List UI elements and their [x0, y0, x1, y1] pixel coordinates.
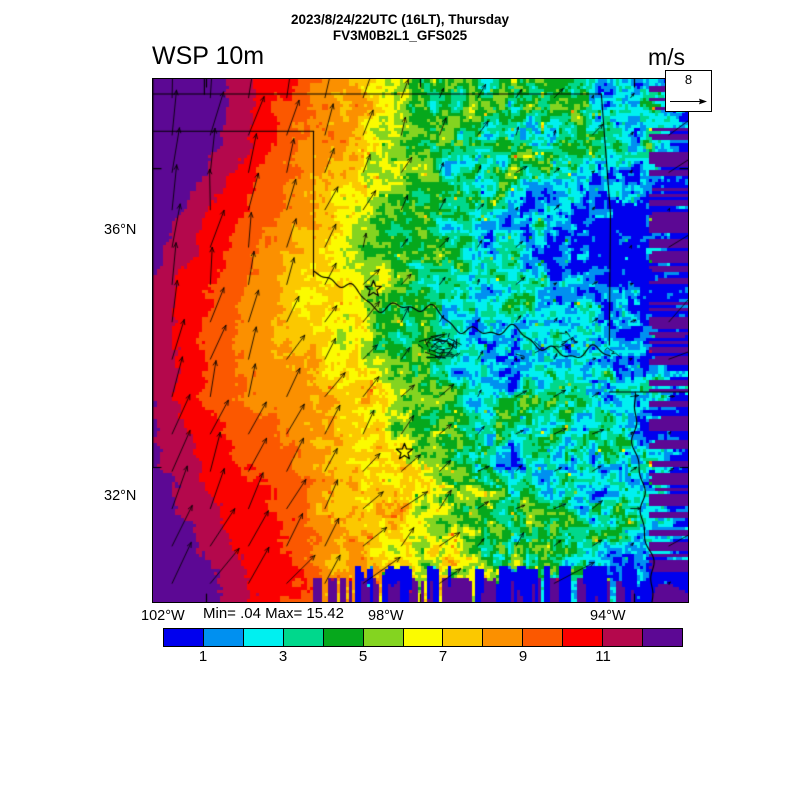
lon-tick-102w: 102°W [141, 608, 185, 624]
colorbar-segment-0 [164, 629, 204, 646]
colorbar-segment-9 [523, 629, 564, 646]
reference-vector-box: 8 [665, 70, 712, 112]
title-model: FV3M0B2L1_GFS025 [332, 28, 468, 43]
colorbar-segment-2 [243, 629, 284, 646]
right-arrow-icon [670, 98, 707, 105]
map-plot-area[interactable] [152, 78, 689, 603]
units-label: m/s [648, 44, 686, 70]
colorbar-tick-9: 9 [518, 648, 528, 665]
colorbar-segment-11 [603, 629, 644, 646]
figure-title: 2023/8/24/22UTC (16LT), Thursday FV3M0B2… [0, 12, 800, 44]
colorbar-tick-7: 7 [438, 648, 448, 665]
lat-tick-32n: 32°N [104, 488, 137, 504]
colorbar-segment-8 [483, 629, 524, 646]
title-datetime: 2023/8/24/22UTC (16LT), Thursday [290, 12, 510, 27]
colorbar-tick-1: 1 [198, 648, 208, 665]
min-max-annotation: Min= .04 Max= 15.42 [203, 605, 344, 622]
colorbar-tick-3: 3 [278, 648, 288, 665]
colorbar-segment-1 [203, 629, 244, 646]
lat-tick-36n: 36°N [104, 222, 137, 238]
colorbar-segment-5 [363, 629, 404, 646]
colorbar-segment-4 [323, 629, 364, 646]
lon-tick-98w: 98°W [368, 608, 404, 624]
colorbar[interactable] [163, 628, 683, 647]
reference-vector-value: 8 [684, 72, 693, 87]
colorbar-tick-5: 5 [358, 648, 368, 665]
colorbar-tick-11: 11 [595, 648, 611, 665]
colorbar-segment-3 [283, 629, 324, 646]
lon-tick-94w: 94°W [590, 608, 626, 624]
colorbar-segment-12 [643, 629, 682, 646]
colorbar-tick-labels: 1 3 5 7 9 11 [163, 648, 683, 668]
map-overlay-borders-and-vectors [153, 79, 688, 602]
colorbar-segment-7 [443, 629, 484, 646]
colorbar-segment-10 [563, 629, 604, 646]
variable-label: WSP 10m [152, 42, 265, 70]
colorbar-segment-6 [403, 629, 444, 646]
